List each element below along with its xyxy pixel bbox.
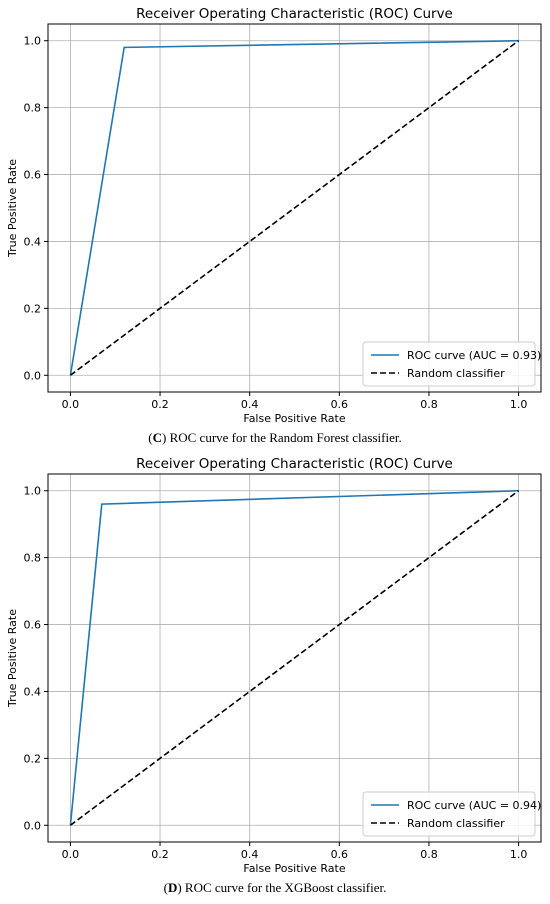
figure-caption-c: (C) ROC curve for the Random Forest clas… [148, 430, 402, 445]
x-tick-label: 0.6 [331, 848, 349, 861]
y-tick-label: 0.4 [24, 235, 42, 248]
figure-caption-d: (D) ROC curve for the XGBoost classifier… [163, 880, 387, 895]
y-axis-label: True Positive Rate [6, 159, 19, 258]
x-tick-label: 0.6 [331, 398, 349, 411]
chart-title: Receiver Operating Characteristic (ROC) … [136, 456, 453, 472]
plot-frame [47, 473, 542, 843]
x-tick-label: 1.0 [510, 398, 528, 411]
x-axis-label: False Positive Rate [243, 412, 345, 425]
legend-entry: ROC curve (AUC = 0.93) [407, 349, 541, 362]
y-tick-label: 0.0 [24, 819, 42, 832]
figure-c: Receiver Operating Characteristic (ROC) … [0, 0, 550, 450]
random-classifier-line [69, 490, 520, 826]
plot-frame [47, 23, 542, 393]
x-tick-label: 0.0 [62, 398, 80, 411]
y-tick-label: 0.8 [24, 552, 42, 565]
y-tick-label: 0.4 [24, 685, 42, 698]
x-tick-label: 0.4 [241, 848, 259, 861]
legend-entry: ROC curve (AUC = 0.94) [407, 799, 541, 812]
y-tick-label: 0.2 [24, 752, 42, 765]
y-axis-label: True Positive Rate [6, 609, 19, 708]
caption-text: ROC curve for the Random Forest classifi… [166, 430, 402, 445]
roc-curve-line [69, 39, 519, 376]
y-tick-label: 0.8 [24, 102, 42, 115]
y-tick-label: 0.2 [24, 302, 42, 315]
roc-curve-line [69, 489, 519, 826]
y-tick-label: 1.0 [24, 35, 42, 48]
y-tick-label: 0.6 [24, 169, 42, 182]
legend: ROC curve (AUC = 0.93) Random classifier [362, 341, 541, 387]
legend-box [362, 341, 536, 387]
caption-text: ROC curve for the XGBoost classifier. [181, 880, 387, 895]
x-tick-label: 0.8 [420, 848, 438, 861]
figure-d: Receiver Operating Characteristic (ROC) … [0, 450, 550, 900]
roc-chart-xgboost: Receiver Operating Characteristic (ROC) … [6, 456, 542, 875]
x-tick-label: 0.2 [151, 398, 169, 411]
x-tick-label: 0.8 [420, 398, 438, 411]
random-classifier-line [69, 40, 520, 376]
y-tick-label: 0.6 [24, 619, 42, 632]
roc-chart-random-forest: Receiver Operating Characteristic (ROC) … [6, 6, 542, 425]
caption-label: D [167, 880, 178, 895]
y-tick-label: 1.0 [24, 485, 42, 498]
legend: ROC curve (AUC = 0.94) Random classifier [362, 791, 541, 837]
x-tick-label: 0.0 [62, 848, 80, 861]
x-tick-label: 0.2 [151, 848, 169, 861]
y-tick-label: 0.0 [24, 369, 42, 382]
x-tick-label: 1.0 [510, 848, 528, 861]
legend-box [362, 791, 536, 837]
x-axis-label: False Positive Rate [243, 862, 345, 875]
caption-label: C [152, 430, 162, 445]
legend-entry: Random classifier [407, 817, 505, 830]
legend-entry: Random classifier [407, 367, 505, 380]
chart-title: Receiver Operating Characteristic (ROC) … [136, 6, 453, 22]
x-tick-label: 0.4 [241, 398, 259, 411]
